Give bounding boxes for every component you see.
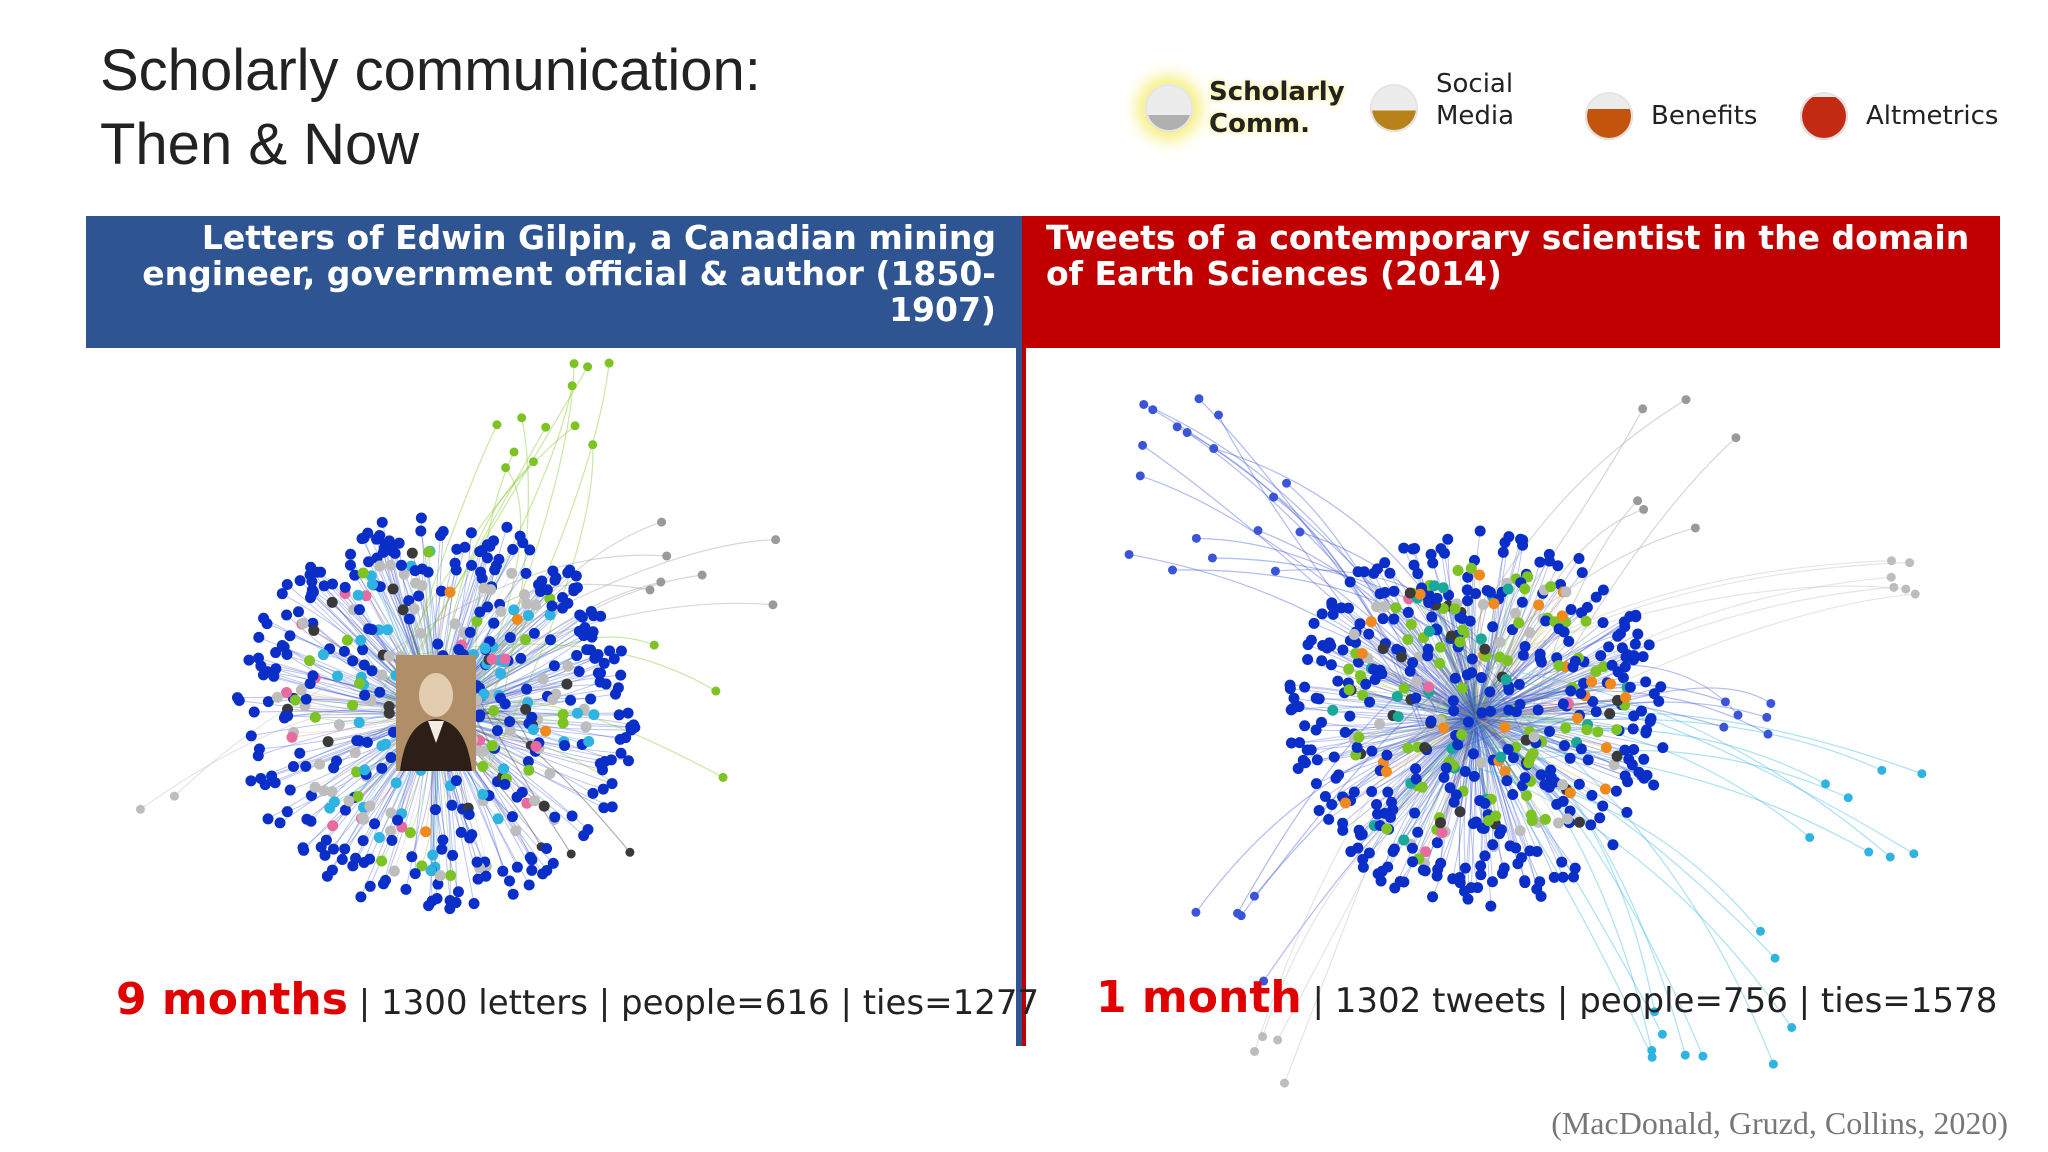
- citation: (MacDonald, Gruzd, Collins, 2020): [1551, 1105, 2008, 1141]
- network-nodes: [1124, 394, 1927, 1088]
- network-edges: [140, 362, 776, 909]
- legend-item-benefits: Benefits: [1585, 92, 1757, 140]
- legend-label: Scholarly Comm.: [1209, 77, 1345, 139]
- right-panel-heading: Tweets of a contemporary scientist in th…: [1026, 216, 2000, 348]
- legend-item-altmetrics: Altmetrics: [1800, 92, 1998, 140]
- right-counts: | 1302 tweets | people=756 | ties=1578: [1301, 981, 1998, 1021]
- legend-label: Altmetrics: [1866, 101, 1999, 131]
- legend-swatch: [1800, 92, 1848, 140]
- legend-item-social-media: Social Media: [1370, 68, 1514, 132]
- legend-item-scholarly-comm: Scholarly Comm.: [1145, 76, 1345, 140]
- network-nodes: [135, 358, 781, 915]
- right-stats: 1 month | 1302 tweets | people=756 | tie…: [1096, 972, 1997, 1023]
- panel-divider: [1016, 216, 1026, 1046]
- portrait-photo: [396, 655, 476, 771]
- left-panel-heading: Letters of Edwin Gilpin, a Canadian mini…: [86, 216, 1016, 348]
- title-line-2: Then & Now: [100, 112, 420, 177]
- left-stats: 9 months | 1300 letters | people=616 | t…: [116, 974, 1039, 1025]
- slide-title: Scholarly communication: Then & Now: [100, 34, 761, 182]
- legend-swatch: [1145, 84, 1193, 132]
- letters-network-graph: [135, 358, 781, 915]
- legend-label: Benefits: [1651, 101, 1758, 131]
- tweets-network-graph: [1124, 394, 1927, 1088]
- legend-label: Social Media: [1436, 69, 1515, 131]
- title-line-1: Scholarly communication:: [100, 38, 761, 103]
- left-duration: 9 months: [116, 974, 348, 1025]
- left-counts: | 1300 letters | people=616 | ties=1277: [347, 983, 1040, 1023]
- legend-swatch: [1585, 92, 1633, 140]
- legend-swatch: [1370, 84, 1418, 132]
- right-duration: 1 month: [1096, 972, 1302, 1023]
